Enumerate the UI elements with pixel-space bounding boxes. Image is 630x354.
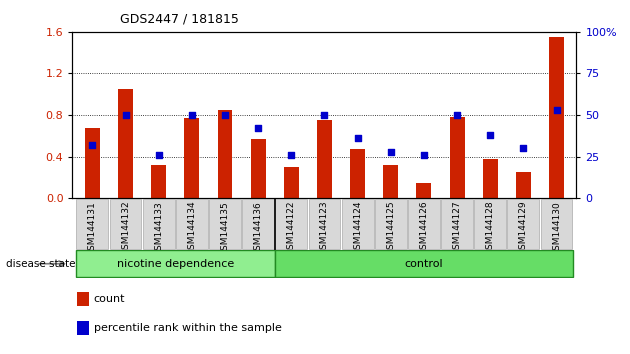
FancyBboxPatch shape <box>474 199 506 249</box>
Text: GSM144124: GSM144124 <box>353 201 362 255</box>
Bar <box>317 120 332 198</box>
FancyBboxPatch shape <box>176 199 208 249</box>
Bar <box>549 37 564 198</box>
Bar <box>483 159 498 198</box>
Text: GSM144129: GSM144129 <box>519 201 528 256</box>
Text: GSM144130: GSM144130 <box>552 201 561 256</box>
Bar <box>450 117 464 198</box>
Bar <box>118 89 133 198</box>
Text: percentile rank within the sample: percentile rank within the sample <box>94 323 282 333</box>
Point <box>386 149 396 154</box>
FancyBboxPatch shape <box>76 250 275 277</box>
Point <box>154 152 164 158</box>
Point <box>286 152 296 158</box>
Bar <box>416 183 432 198</box>
Text: GSM144133: GSM144133 <box>154 201 163 256</box>
FancyBboxPatch shape <box>242 199 274 249</box>
Text: GSM144127: GSM144127 <box>452 201 462 256</box>
Point <box>518 145 529 151</box>
FancyBboxPatch shape <box>143 199 175 249</box>
FancyBboxPatch shape <box>209 199 241 249</box>
Bar <box>151 165 166 198</box>
Bar <box>350 149 365 198</box>
FancyBboxPatch shape <box>76 199 108 249</box>
Point <box>319 112 329 118</box>
FancyBboxPatch shape <box>309 199 340 249</box>
Bar <box>85 127 100 198</box>
Text: GSM144136: GSM144136 <box>254 201 263 256</box>
Text: count: count <box>94 294 125 304</box>
Text: GSM144122: GSM144122 <box>287 201 296 255</box>
Bar <box>77 321 89 335</box>
Text: nicotine dependence: nicotine dependence <box>117 259 234 269</box>
Text: GSM144128: GSM144128 <box>486 201 495 256</box>
Text: GSM144131: GSM144131 <box>88 201 97 256</box>
FancyBboxPatch shape <box>508 199 539 249</box>
Text: disease state: disease state <box>6 259 76 269</box>
Bar <box>383 165 398 198</box>
FancyBboxPatch shape <box>541 199 573 249</box>
Point <box>253 126 263 131</box>
Text: GSM144126: GSM144126 <box>420 201 428 256</box>
FancyBboxPatch shape <box>341 199 374 249</box>
FancyBboxPatch shape <box>408 199 440 249</box>
Text: GDS2447 / 181815: GDS2447 / 181815 <box>120 12 239 25</box>
Point <box>186 112 197 118</box>
Bar <box>284 167 299 198</box>
Point <box>220 112 230 118</box>
FancyBboxPatch shape <box>110 199 141 249</box>
Text: GSM144123: GSM144123 <box>320 201 329 256</box>
FancyBboxPatch shape <box>275 250 573 277</box>
Point <box>419 152 429 158</box>
Point <box>120 112 130 118</box>
Bar <box>217 110 232 198</box>
Bar <box>77 292 89 306</box>
Point <box>485 132 495 138</box>
FancyBboxPatch shape <box>375 199 407 249</box>
FancyBboxPatch shape <box>275 199 307 249</box>
Point <box>551 107 561 113</box>
Bar <box>251 139 266 198</box>
Point <box>88 142 98 148</box>
Text: GSM144134: GSM144134 <box>187 201 197 256</box>
Text: GSM144135: GSM144135 <box>220 201 229 256</box>
Bar <box>516 172 531 198</box>
Point <box>452 112 462 118</box>
Point <box>353 136 363 141</box>
Text: GSM144132: GSM144132 <box>121 201 130 256</box>
Text: GSM144125: GSM144125 <box>386 201 395 256</box>
Text: control: control <box>404 259 444 269</box>
FancyBboxPatch shape <box>441 199 473 249</box>
Bar <box>185 118 199 198</box>
